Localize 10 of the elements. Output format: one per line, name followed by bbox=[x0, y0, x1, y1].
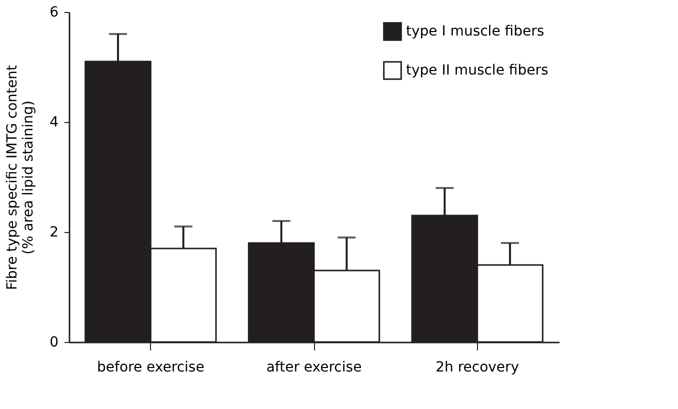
x-tick-label: after exercise bbox=[266, 360, 362, 376]
x-tick-label: 2h recovery bbox=[436, 360, 520, 376]
legend-label: type II muscle fibers bbox=[406, 62, 548, 78]
legend-label: type I muscle fibers bbox=[406, 24, 544, 40]
y-tick-label: 6 bbox=[50, 4, 59, 20]
y-axis-title: Fibre type specific IMTG content (% area lipid staining) bbox=[4, 64, 37, 290]
y-tick-label: 2 bbox=[50, 224, 58, 240]
y-tick-label: 4 bbox=[50, 114, 59, 130]
x-tick-label: before exercise bbox=[97, 360, 204, 376]
y-tick-label: 0 bbox=[50, 334, 58, 350]
